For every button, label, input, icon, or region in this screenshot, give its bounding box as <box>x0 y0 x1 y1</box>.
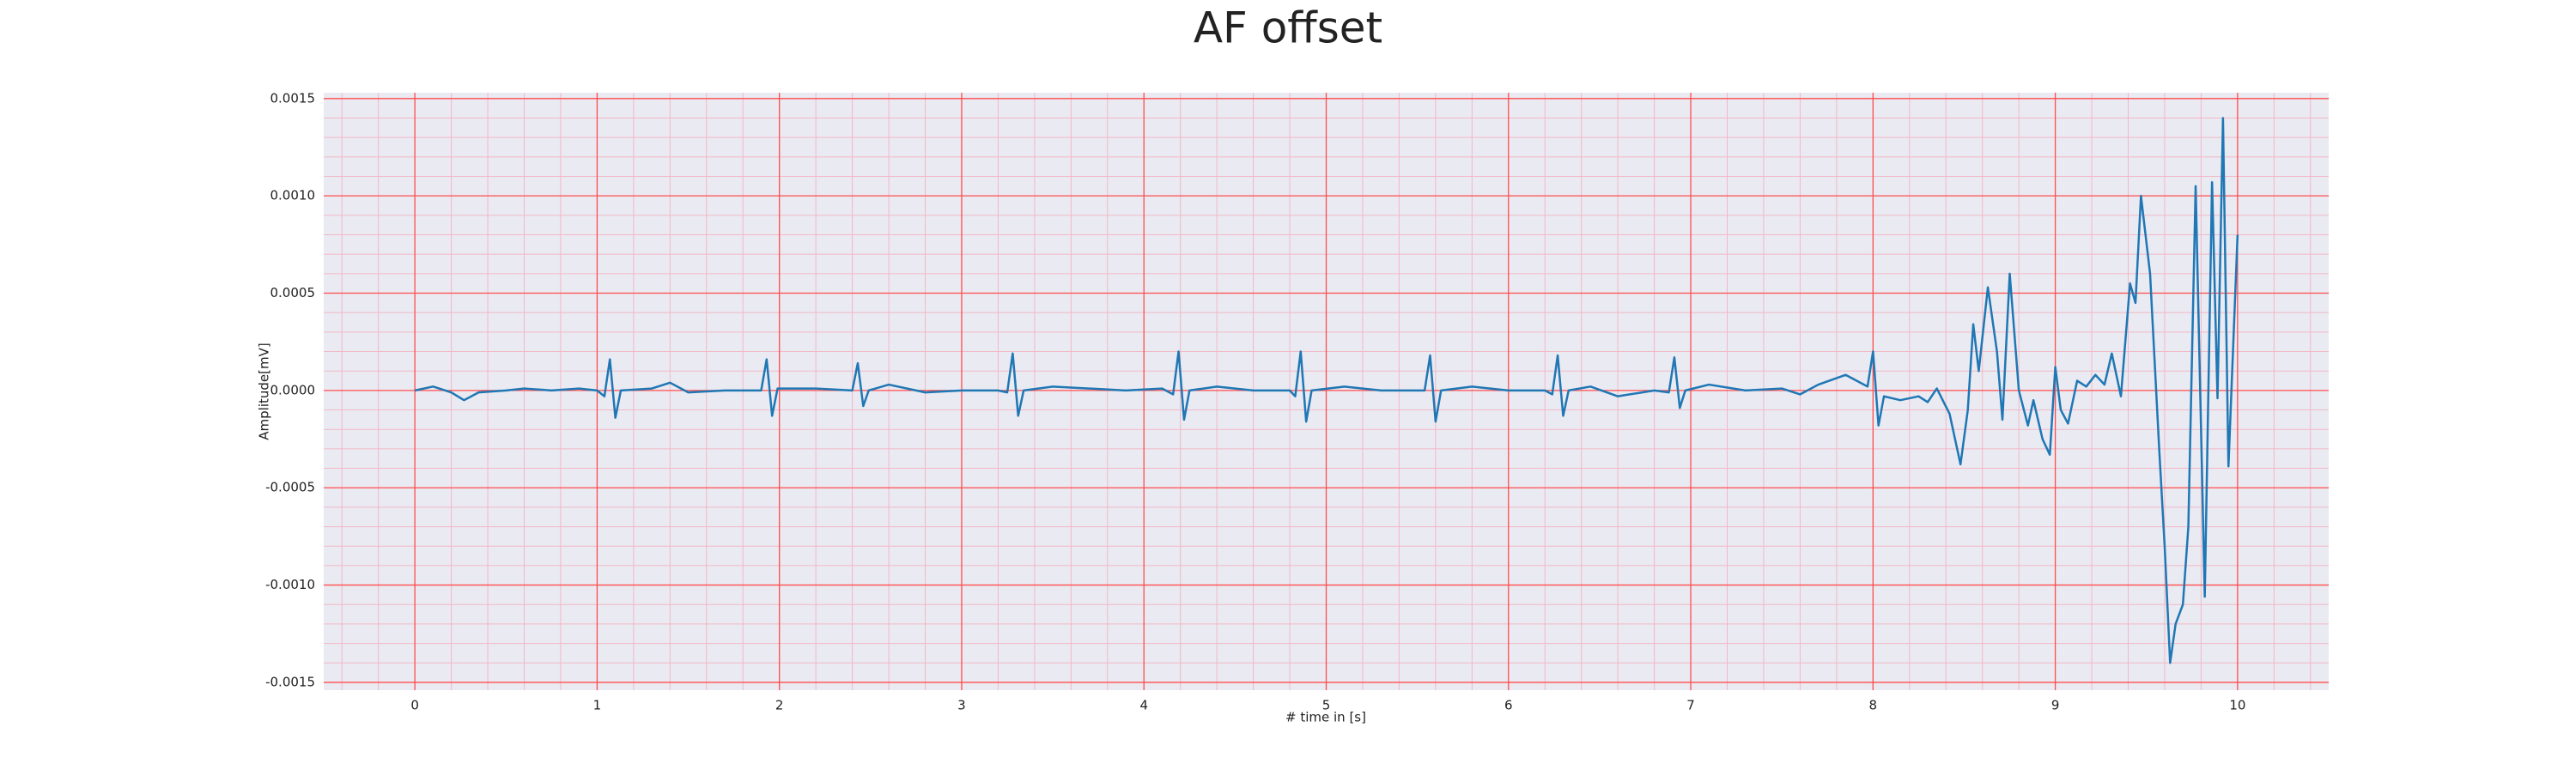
y-axis-label: Amplitude[mV] <box>257 343 272 440</box>
x-tick-label: 5 <box>1322 698 1331 713</box>
signal-line <box>414 117 2239 664</box>
x-tick-label: 4 <box>1139 698 1148 713</box>
y-tick-label: 0.0000 <box>270 382 316 397</box>
x-tick-label: 7 <box>1686 698 1695 713</box>
x-tick-label: 2 <box>775 698 784 713</box>
y-tick-label: 0.0005 <box>270 285 316 300</box>
x-tick-label: 6 <box>1504 698 1513 713</box>
x-tick-label: 0 <box>410 698 419 713</box>
x-axis-label: # time in [s] <box>1285 710 1366 725</box>
y-tick-label: 0.0015 <box>270 90 316 106</box>
x-tick-label: 9 <box>2051 698 2060 713</box>
y-tick-label: 0.0010 <box>270 188 316 203</box>
y-tick-label: -0.0005 <box>265 480 315 495</box>
x-tick-label: 8 <box>1869 698 1878 713</box>
y-tick-label: -0.0010 <box>265 577 315 592</box>
x-tick-label: 1 <box>593 698 602 713</box>
chart-title: AF offset <box>1194 3 1382 53</box>
x-tick-label: 3 <box>957 698 966 713</box>
x-tick-label: 10 <box>2229 698 2245 713</box>
y-tick-label: -0.0015 <box>265 674 315 689</box>
